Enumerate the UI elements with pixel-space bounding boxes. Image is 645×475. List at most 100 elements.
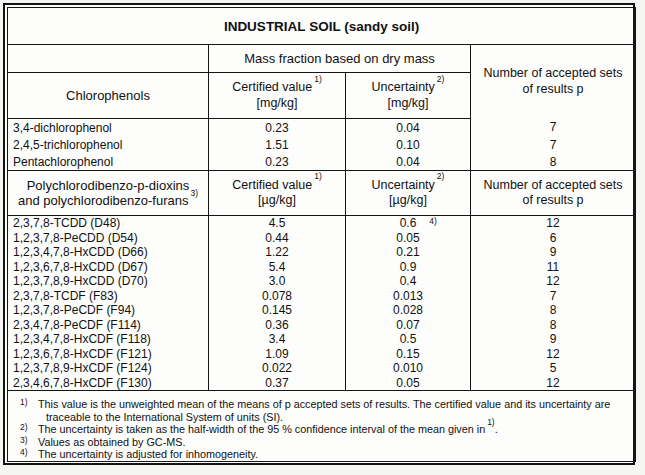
table-row: 1,2,3,7,8-PeCDD (D54) 0.44 0.05 6 xyxy=(8,231,636,246)
certified-value: 0.23 xyxy=(209,153,346,171)
certified-value: 0.145 xyxy=(209,303,346,318)
table-row: 1,2,3,6,7,8-HxCDD (D67) 5.4 0.9 11 xyxy=(8,260,636,275)
table-row: Pentachlorophenol 0.23 0.04 8 xyxy=(8,153,636,171)
accepted-sets-line1: Number of accepted sets xyxy=(471,178,635,194)
certified-value: 0.23 xyxy=(209,119,346,137)
footnotes-block: 1) This value is the unweighted mean of … xyxy=(8,391,636,462)
uncertainty-value: 0.10 xyxy=(346,136,471,153)
accepted-sets-count: 9 xyxy=(471,245,636,260)
accepted-sets-count: 11 xyxy=(471,260,636,275)
table-row: 2,3,4,6,7,8-HxCDF (F130) 0.37 0.05 12 xyxy=(8,376,636,391)
certified-value: 1.09 xyxy=(209,347,346,362)
footnote-3: 3) Values as obtained by GC-MS. xyxy=(20,436,629,449)
substance-name: 2,3,7,8-TCDD (D48) xyxy=(8,216,209,231)
unit-ug-kg: [µg/kg] xyxy=(346,193,470,209)
uncertainty-value: 0.64) xyxy=(346,216,471,231)
footnote-marker: 3) xyxy=(20,434,28,447)
table-row: 1,2,3,6,7,8-HxCDF (F121) 1.09 0.15 12 xyxy=(8,347,636,362)
accepted-sets-count: 12 xyxy=(471,376,636,391)
accepted-sets-count: 9 xyxy=(471,332,636,347)
accepted-sets-count: 12 xyxy=(471,216,636,231)
column-header-accepted-sets-2: Number of accepted sets of results p xyxy=(471,171,636,216)
footnote-ref-3: 3) xyxy=(191,188,199,198)
substance-name: Pentachlorophenol xyxy=(8,153,209,171)
accepted-sets-count: 7 xyxy=(471,289,636,304)
accepted-sets-count: 7 xyxy=(471,119,636,137)
footnote-4: 4) The uncertainty is adjusted for inhom… xyxy=(20,448,629,461)
section-header-dioxins-furans: Polychlorodibenzo-p-dioxins and polychlo… xyxy=(8,171,209,216)
uncertainty-value: 0.9 xyxy=(346,260,471,275)
certified-value: 3.0 xyxy=(209,274,346,289)
column-header-uncertainty-mg: Uncertainty2) [mg/kg] xyxy=(346,73,471,119)
footnote-2: 2) The uncertainty is taken as the half-… xyxy=(20,423,629,436)
uncertainty-value: 0.04 xyxy=(346,153,471,171)
certified-value: 5.4 xyxy=(209,260,346,275)
accepted-sets-count: 6 xyxy=(471,231,636,246)
certified-value: 0.37 xyxy=(209,376,346,391)
substance-name: 1,2,3,7,8-PeCDD (D54) xyxy=(8,231,209,246)
uncertainty-value: 0.05 xyxy=(346,376,471,391)
substance-name: 1,2,3,6,7,8-HxCDF (F121) xyxy=(8,347,209,362)
column-header-certified-value-ug: Certified value1) [µg/kg] xyxy=(209,171,346,216)
accepted-sets-count: 8 xyxy=(471,153,636,171)
accepted-sets-count: 7 xyxy=(471,136,636,153)
footnote-marker: 4) xyxy=(20,446,28,459)
unit-ug-kg: [µg/kg] xyxy=(209,193,345,209)
substance-name: 1,2,3,7,8-PeCDF (F94) xyxy=(8,303,209,318)
substance-name: 2,3,7,8-TCDF (F83) xyxy=(8,289,209,304)
section-header-chlorophenols: Chlorophenols xyxy=(8,73,209,119)
substance-name: 1,2,3,7,8,9-HxCDD (D70) xyxy=(8,274,209,289)
empty-corner-cell xyxy=(8,45,209,73)
accepted-sets-count: 12 xyxy=(471,274,636,289)
table-outer-frame: INDUSTRIAL SOIL (sandy soil) Mass fracti… xyxy=(3,3,635,465)
accepted-sets-line2: of results p xyxy=(471,193,635,209)
mass-fraction-header: Mass fraction based on dry mass xyxy=(209,45,471,73)
accepted-sets-line2: of results p xyxy=(471,82,635,98)
table-row: 1,2,3,4,7,8-HxCDF (F118) 3.4 0.5 9 xyxy=(8,332,636,347)
column-header-accepted-sets: Number of accepted sets of results p xyxy=(471,45,636,119)
certified-value: 3.4 xyxy=(209,332,346,347)
footnote-ref-2: 2) xyxy=(437,74,445,84)
table-row: 1,2,3,7,8,9-HxCDF (F124) 0.022 0.010 5 xyxy=(8,361,636,376)
uncertainty-value: 0.028 xyxy=(346,303,471,318)
table-row: 2,4,5-trichlorophenol 1.51 0.10 7 xyxy=(8,136,636,153)
certified-value: 1.51 xyxy=(209,136,346,153)
footnote-ref-2: 2) xyxy=(437,171,445,181)
table-title: INDUSTRIAL SOIL (sandy soil) xyxy=(8,8,636,45)
substance-name: 3,4-dichlorophenol xyxy=(8,119,209,137)
substance-name: 2,4,5-trichlorophenol xyxy=(8,136,209,153)
accepted-sets-line1: Number of accepted sets xyxy=(471,66,635,82)
unit-mg-kg: [mg/kg] xyxy=(346,96,470,112)
substance-name: 2,3,4,7,8-PeCDF (F114) xyxy=(8,318,209,333)
footnote-1: 1) This value is the unweighted mean of … xyxy=(20,398,629,423)
uncertainty-value: 0.013 xyxy=(346,289,471,304)
uncertainty-value: 0.05 xyxy=(346,231,471,246)
uncertainty-value: 0.010 xyxy=(346,361,471,376)
accepted-sets-count: 8 xyxy=(471,303,636,318)
certified-value: 4.5 xyxy=(209,216,346,231)
certified-value: 0.022 xyxy=(209,361,346,376)
table-row: 1,2,3,7,8-PeCDF (F94) 0.145 0.028 8 xyxy=(8,303,636,318)
footnote-ref-1: 1) xyxy=(314,171,322,181)
accepted-sets-count: 8 xyxy=(471,318,636,333)
accepted-sets-count: 5 xyxy=(471,361,636,376)
column-header-uncertainty-ug: Uncertainty2) [µg/kg] xyxy=(346,171,471,216)
substance-name: 1,2,3,6,7,8-HxCDD (D67) xyxy=(8,260,209,275)
uncertainty-value: 0.21 xyxy=(346,245,471,260)
table-row: 3,4-dichlorophenol 0.23 0.04 7 xyxy=(8,119,636,137)
uncertainty-value: 0.07 xyxy=(346,318,471,333)
unit-mg-kg: [mg/kg] xyxy=(209,96,345,112)
footnote-marker: 2) xyxy=(20,421,28,434)
substance-name: 1,2,3,4,7,8-HxCDD (D66) xyxy=(8,245,209,260)
substance-name: 1,2,3,7,8,9-HxCDF (F124) xyxy=(8,361,209,376)
accepted-sets-count: 12 xyxy=(471,347,636,362)
footnote-marker: 1) xyxy=(20,396,28,409)
footnote-ref-4: 4) xyxy=(429,216,437,229)
table-row: 1,2,3,4,7,8-HxCDD (D66) 1.22 0.21 9 xyxy=(8,245,636,260)
certified-value: 0.44 xyxy=(209,231,346,246)
substance-name: 1,2,3,4,7,8-HxCDF (F118) xyxy=(8,332,209,347)
certified-value: 0.36 xyxy=(209,318,346,333)
certified-value: 0.078 xyxy=(209,289,346,304)
substance-name: 2,3,4,6,7,8-HxCDF (F130) xyxy=(8,376,209,391)
uncertainty-value: 0.04 xyxy=(346,119,471,137)
